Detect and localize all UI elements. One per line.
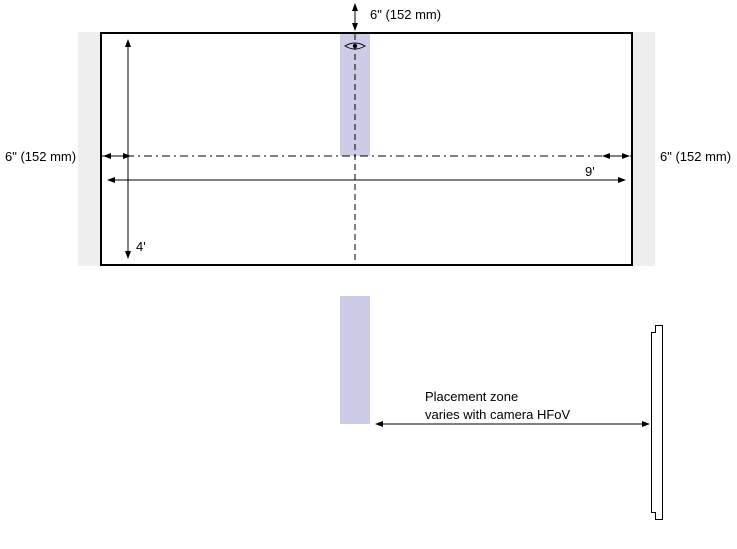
gray-band-right: [633, 32, 655, 266]
side-panel-inner: [651, 332, 656, 513]
camera-zone-top: [340, 34, 370, 156]
side-panel-outer: [655, 325, 663, 520]
label-height-4ft: 4': [136, 238, 146, 256]
label-placement-zone: Placement zone varies with camera HFoV: [425, 388, 570, 423]
gray-band-left: [78, 32, 100, 266]
label-left-6in: 6" (152 mm): [5, 148, 76, 166]
placement-line1: Placement zone: [425, 389, 518, 404]
label-right-6in: 6" (152 mm): [660, 148, 731, 166]
label-top-6in: 6" (152 mm): [370, 6, 441, 24]
diagram-stage: 6" (152 mm) 6" (152 mm) 6" (152 mm) 9' 4…: [0, 0, 737, 549]
camera-zone-bottom: [340, 296, 370, 424]
placement-line2: varies with camera HFoV: [425, 407, 570, 422]
label-width-9ft: 9': [585, 163, 595, 181]
